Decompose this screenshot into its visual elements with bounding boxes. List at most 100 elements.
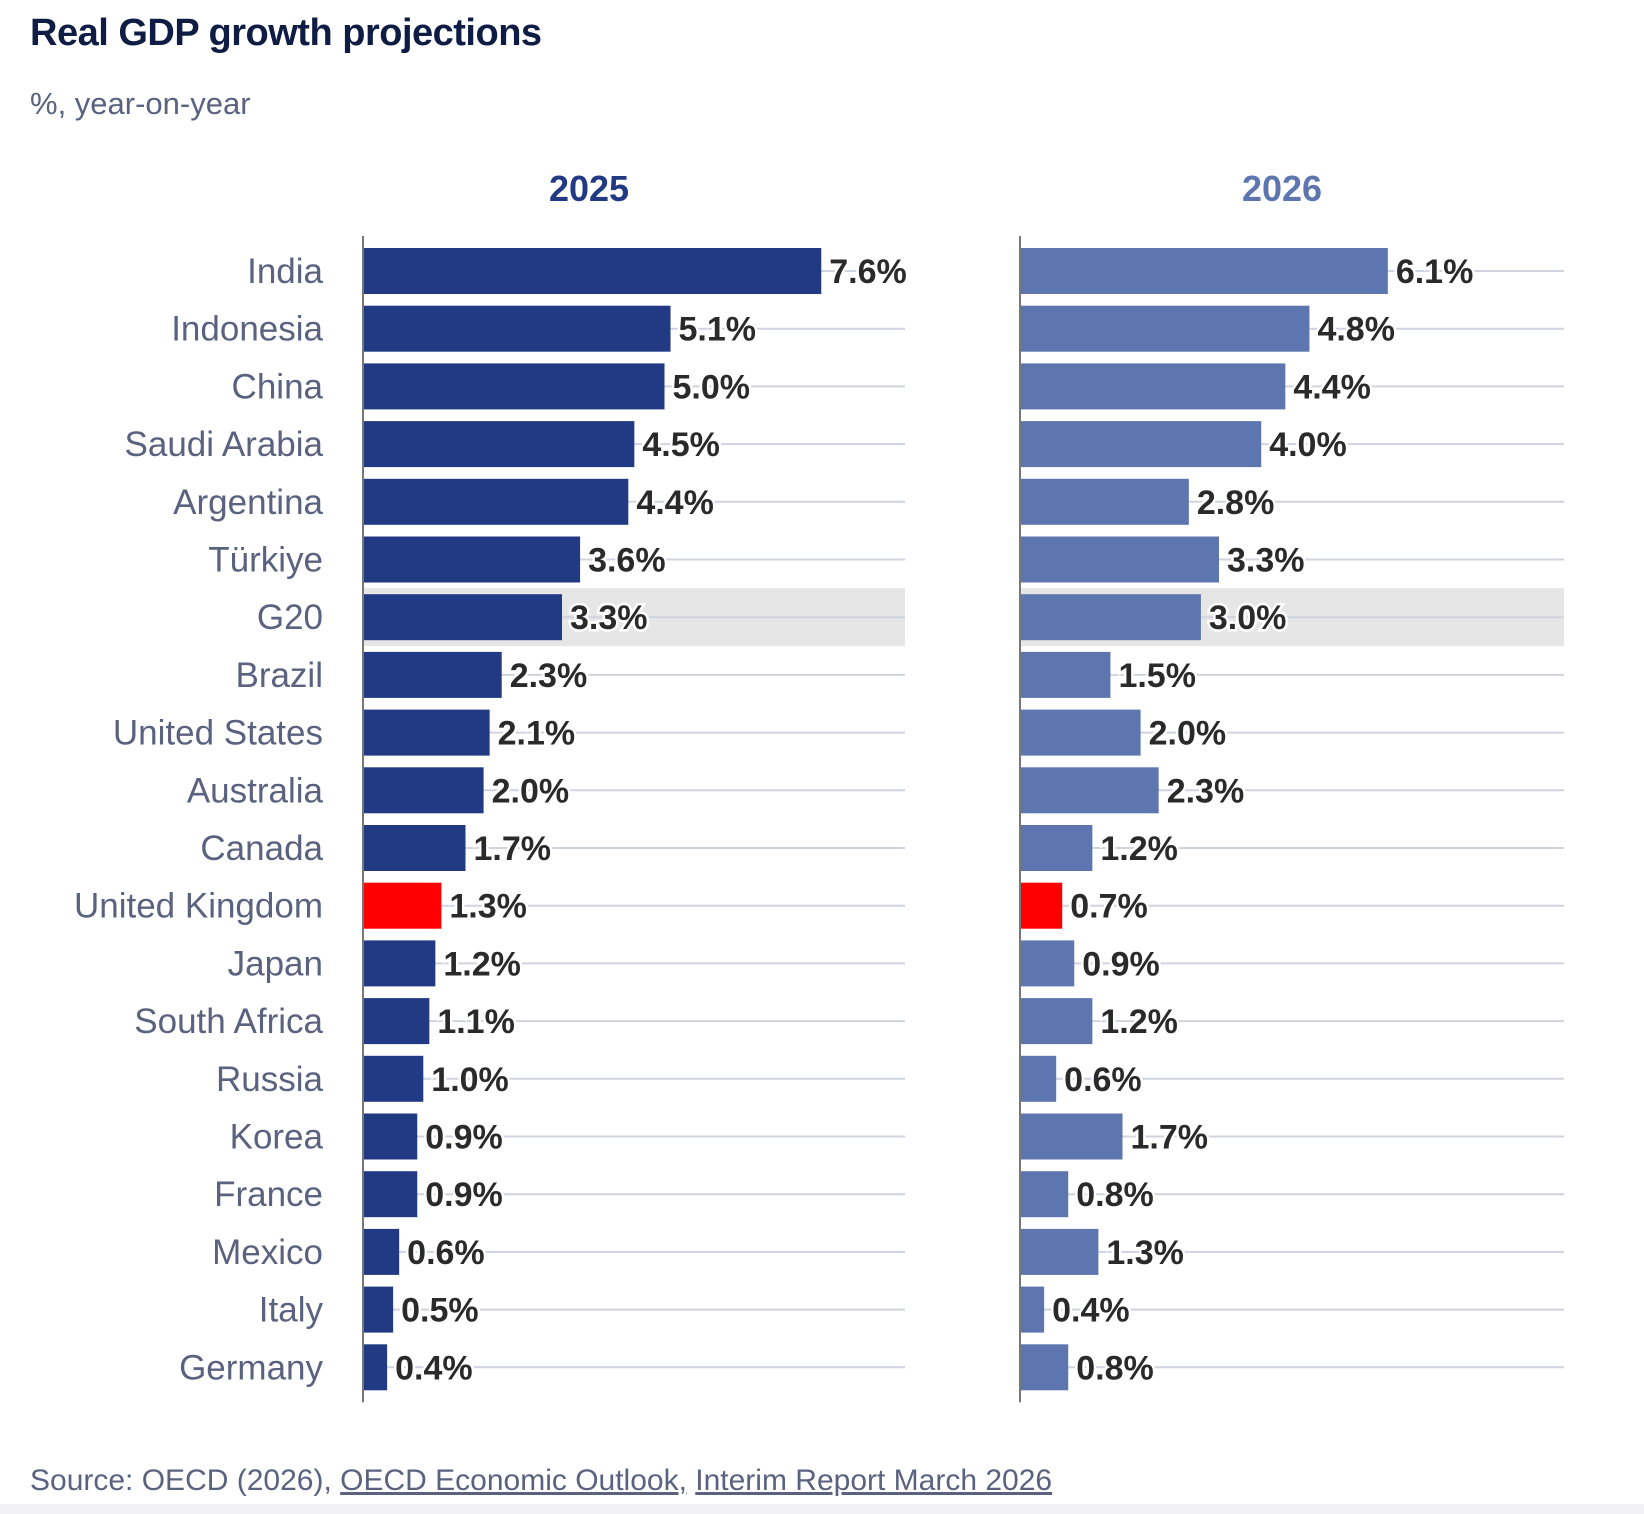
- bar-2026-indonesia: [1020, 305, 1310, 352]
- data-label: 2.8%: [1197, 484, 1275, 522]
- category-label: Argentina: [173, 483, 323, 522]
- data-label: 4.5%: [642, 426, 720, 464]
- category-label: Canada: [200, 829, 323, 868]
- data-label: 1.5%: [1118, 657, 1196, 695]
- data-label: 3.6%: [588, 542, 666, 580]
- category-label: Türkiye: [208, 541, 323, 580]
- bar-2025-mexico: [363, 1228, 400, 1275]
- bar-2026-saudi-arabia: [1020, 421, 1262, 468]
- chart-subtitle: %, year-on-year: [30, 86, 251, 121]
- data-label: 1.2%: [1100, 1003, 1178, 1041]
- category-label: Brazil: [235, 656, 323, 695]
- data-label: 7.6%: [829, 253, 907, 291]
- bar-2025-germany: [363, 1344, 388, 1391]
- bar-2025-france: [363, 1171, 418, 1218]
- category-label: Germany: [179, 1348, 323, 1387]
- data-label: 4.4%: [1293, 368, 1371, 406]
- bar-chart: 2025 7.6% 5.1% 5.0% 4.5% 4.4% 3.6% 3.3% 2.3% 2.1%…: [74, 168, 1564, 1403]
- bar-2025-china: [363, 363, 665, 410]
- bar-2025-japan: [363, 940, 436, 987]
- data-label: 0.4%: [395, 1349, 473, 1387]
- category-label: South Africa: [134, 1002, 323, 1041]
- data-label: 0.7%: [1070, 888, 1148, 926]
- source-link-interim-report[interactable]: Interim Report March 2026: [695, 1464, 1053, 1497]
- bar-2025-korea: [363, 1113, 418, 1160]
- bar-2025-united-states: [363, 709, 490, 756]
- bar-2026-canada: [1020, 825, 1093, 871]
- bar-2025-canada: [363, 825, 466, 871]
- bar-2025-australia: [363, 767, 484, 814]
- bar-2025-russia: [363, 1055, 424, 1102]
- data-label: 0.6%: [407, 1234, 485, 1272]
- data-label: 3.3%: [570, 599, 648, 637]
- bar-2025-indonesia: [363, 305, 671, 352]
- data-label: 0.5%: [401, 1292, 479, 1330]
- source-link-outlook[interactable]: OECD Economic Outlook,: [340, 1464, 687, 1497]
- data-label: 1.2%: [1100, 830, 1178, 868]
- bar-2026-argentina: [1020, 478, 1189, 525]
- bar-2026-türkiye: [1020, 536, 1219, 583]
- category-label: Australia: [187, 771, 324, 810]
- category-label: G20: [257, 598, 323, 637]
- bar-2025-india: [363, 248, 822, 294]
- data-label: 4.8%: [1317, 311, 1395, 349]
- data-label: 4.4%: [636, 484, 714, 522]
- data-label: 1.1%: [437, 1003, 514, 1041]
- bar-2026-korea: [1020, 1113, 1123, 1160]
- data-label: 2.3%: [510, 657, 588, 695]
- column-header-2025: 2025: [549, 168, 629, 209]
- bar-2025-brazil: [363, 651, 502, 698]
- data-label: 5.1%: [679, 311, 757, 349]
- data-label: 6.1%: [1396, 253, 1474, 291]
- data-label: 1.3%: [1106, 1234, 1184, 1272]
- bar-2026-germany: [1020, 1344, 1069, 1391]
- category-label: Saudi Arabia: [125, 425, 324, 464]
- data-label: 2.3%: [1167, 772, 1245, 810]
- bar-2026-united-kingdom: [1020, 882, 1063, 929]
- source-prefix: Source: OECD (2026),: [30, 1464, 341, 1497]
- bar-2026-australia: [1020, 767, 1159, 814]
- column-header-2026: 2026: [1242, 168, 1322, 209]
- data-label: 2.0%: [1149, 715, 1227, 753]
- category-label: Italy: [259, 1291, 324, 1330]
- data-label: 1.0%: [431, 1061, 509, 1099]
- bar-2026-india: [1020, 248, 1388, 294]
- category-label: Mexico: [212, 1233, 323, 1272]
- category-label: India: [247, 252, 323, 291]
- data-label: 1.7%: [1131, 1119, 1209, 1157]
- bar-2025-south-africa: [363, 998, 430, 1045]
- data-label: 3.3%: [1227, 542, 1305, 580]
- bar-2025-türkiye: [363, 536, 581, 583]
- category-label: Japan: [228, 944, 323, 983]
- category-label: Korea: [230, 1118, 324, 1157]
- data-label: 1.3%: [449, 888, 527, 926]
- category-label: United States: [113, 714, 323, 753]
- data-label: 5.0%: [673, 368, 751, 406]
- data-label: 0.4%: [1052, 1292, 1130, 1330]
- data-label: 2.0%: [492, 772, 569, 810]
- data-label: 3.0%: [1209, 599, 1287, 637]
- bottom-divider: [0, 1504, 1644, 1514]
- bar-2026-china: [1020, 363, 1286, 410]
- bar-2026-south-africa: [1020, 998, 1093, 1045]
- bar-2026-g20: [1020, 594, 1201, 641]
- category-label: China: [232, 367, 324, 406]
- bar-2026-brazil: [1020, 651, 1111, 698]
- data-label: 1.2%: [443, 945, 521, 983]
- category-label: Russia: [216, 1060, 324, 1099]
- bar-2026-russia: [1020, 1055, 1057, 1102]
- chart-title: Real GDP growth projections: [30, 12, 542, 54]
- data-label: 0.9%: [425, 1176, 503, 1214]
- data-label: 0.6%: [1064, 1061, 1142, 1099]
- data-label: 1.7%: [474, 830, 552, 868]
- bar-2025-argentina: [363, 478, 629, 525]
- bar-2026-italy: [1020, 1286, 1045, 1333]
- data-label: 2.1%: [498, 715, 576, 753]
- bar-2026-mexico: [1020, 1228, 1099, 1275]
- category-label: United Kingdom: [74, 887, 323, 926]
- category-label: Indonesia: [171, 310, 323, 349]
- bar-2026-united-states: [1020, 709, 1141, 756]
- bar-2026-france: [1020, 1171, 1069, 1218]
- data-label: 0.9%: [425, 1119, 503, 1157]
- bar-2025-united-kingdom: [363, 882, 442, 929]
